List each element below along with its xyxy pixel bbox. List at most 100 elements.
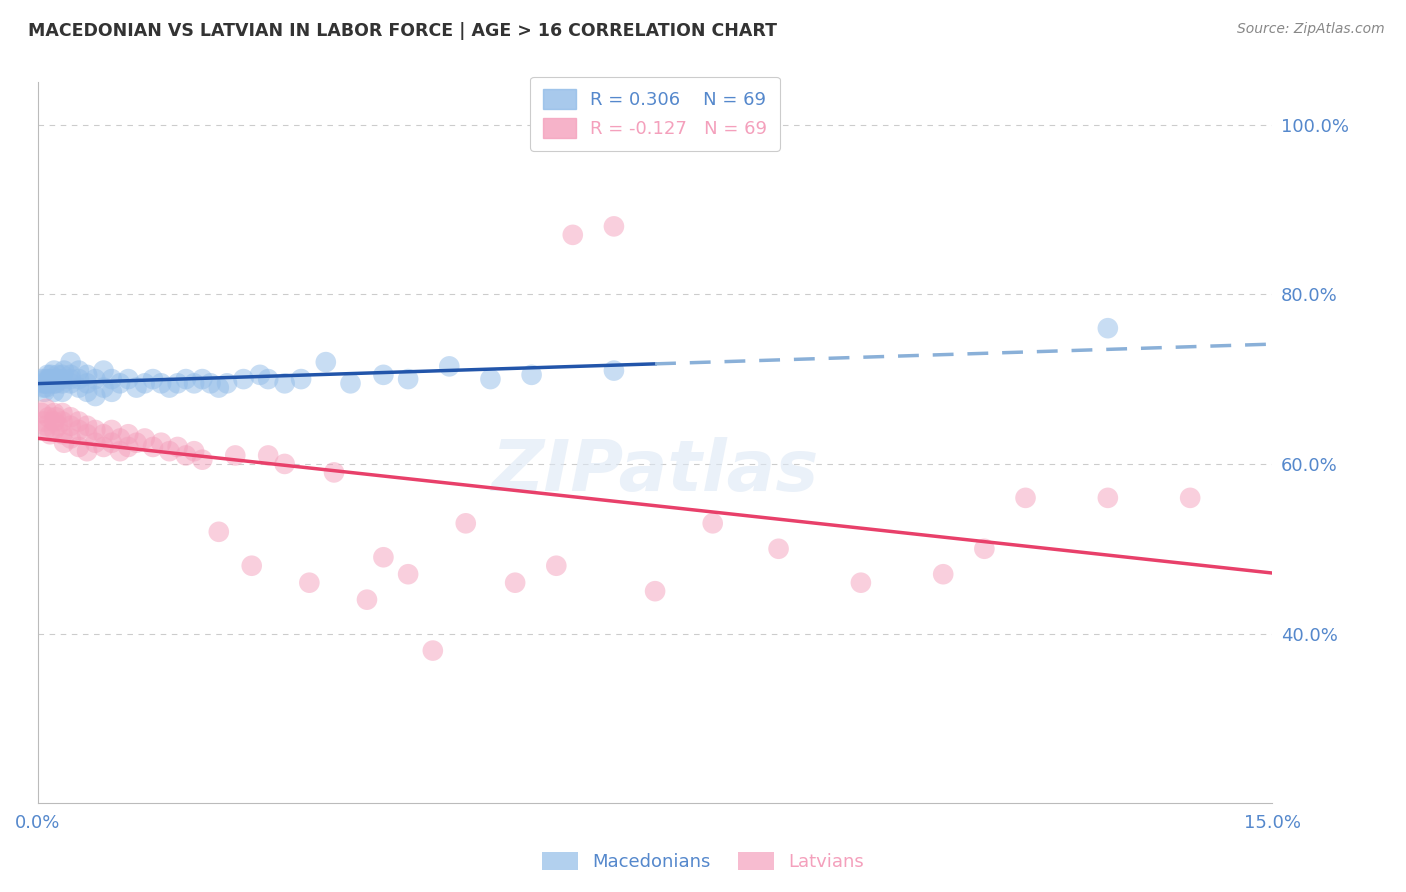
Point [208, 380, 231, 394]
Point [67, 415, 90, 429]
Point [31, 406, 53, 420]
Point [84, 423, 107, 437]
Point [1014, 491, 1036, 505]
Point [973, 541, 995, 556]
Point [849, 575, 872, 590]
Point [31, 372, 53, 386]
Point [290, 372, 312, 386]
Point [644, 584, 666, 599]
Point [35, 380, 58, 394]
Point [174, 372, 197, 386]
Point [273, 376, 295, 391]
Point [37, 410, 59, 425]
Point [53, 363, 76, 377]
Point [45, 376, 67, 391]
Point [125, 435, 148, 450]
Legend: R = 0.306    N = 69, R = -0.127   N = 69: R = 0.306 N = 69, R = -0.127 N = 69 [530, 77, 780, 151]
Point [93, 363, 115, 377]
Point [191, 452, 214, 467]
Point [142, 440, 165, 454]
Point [183, 444, 205, 458]
Point [166, 376, 188, 391]
Point [439, 359, 461, 374]
Point [134, 432, 156, 446]
Point [59, 355, 82, 369]
Point [257, 449, 280, 463]
Point [257, 372, 280, 386]
Point [44, 384, 66, 399]
Point [38, 376, 60, 391]
Point [1178, 491, 1201, 505]
Point [191, 372, 214, 386]
Point [67, 440, 90, 454]
Point [59, 372, 82, 386]
Point [46, 418, 69, 433]
Point [108, 444, 131, 458]
Text: ZIPatlas: ZIPatlas [492, 437, 818, 506]
Point [134, 376, 156, 391]
Point [200, 376, 222, 391]
Point [323, 466, 346, 480]
Point [51, 372, 73, 386]
Point [34, 376, 56, 391]
Point [67, 372, 90, 386]
Point [45, 410, 67, 425]
Point [150, 435, 173, 450]
Point [768, 541, 790, 556]
Point [702, 516, 724, 531]
Point [59, 432, 82, 446]
Point [183, 376, 205, 391]
Point [35, 376, 58, 391]
Point [44, 363, 66, 377]
Point [249, 368, 271, 382]
Point [76, 427, 98, 442]
Point [76, 376, 98, 391]
Point [76, 444, 98, 458]
Point [35, 372, 58, 386]
Point [44, 423, 66, 437]
Point [174, 449, 197, 463]
Point [37, 372, 59, 386]
Point [422, 643, 444, 657]
Point [100, 423, 122, 437]
Point [59, 368, 82, 382]
Legend: Macedonians, Latvians: Macedonians, Latvians [534, 845, 872, 879]
Point [51, 415, 73, 429]
Point [32, 380, 55, 394]
Point [59, 410, 82, 425]
Point [32, 384, 55, 399]
Point [142, 372, 165, 386]
Point [51, 427, 73, 442]
Point [603, 219, 626, 234]
Point [125, 380, 148, 394]
Point [546, 558, 568, 573]
Point [44, 406, 66, 420]
Point [59, 418, 82, 433]
Point [51, 376, 73, 391]
Point [157, 444, 180, 458]
Point [39, 372, 62, 386]
Point [51, 368, 73, 382]
Point [34, 423, 56, 437]
Point [93, 380, 115, 394]
Point [32, 415, 55, 429]
Point [44, 376, 66, 391]
Point [503, 575, 526, 590]
Point [84, 372, 107, 386]
Point [150, 376, 173, 391]
Point [479, 372, 502, 386]
Point [84, 435, 107, 450]
Point [39, 368, 62, 382]
Point [76, 418, 98, 433]
Point [67, 380, 90, 394]
Point [35, 401, 58, 416]
Point [339, 376, 361, 391]
Point [93, 440, 115, 454]
Text: Source: ZipAtlas.com: Source: ZipAtlas.com [1237, 22, 1385, 37]
Point [53, 435, 76, 450]
Point [46, 372, 69, 386]
Point [59, 376, 82, 391]
Point [356, 592, 378, 607]
Point [561, 227, 583, 242]
Point [44, 415, 66, 429]
